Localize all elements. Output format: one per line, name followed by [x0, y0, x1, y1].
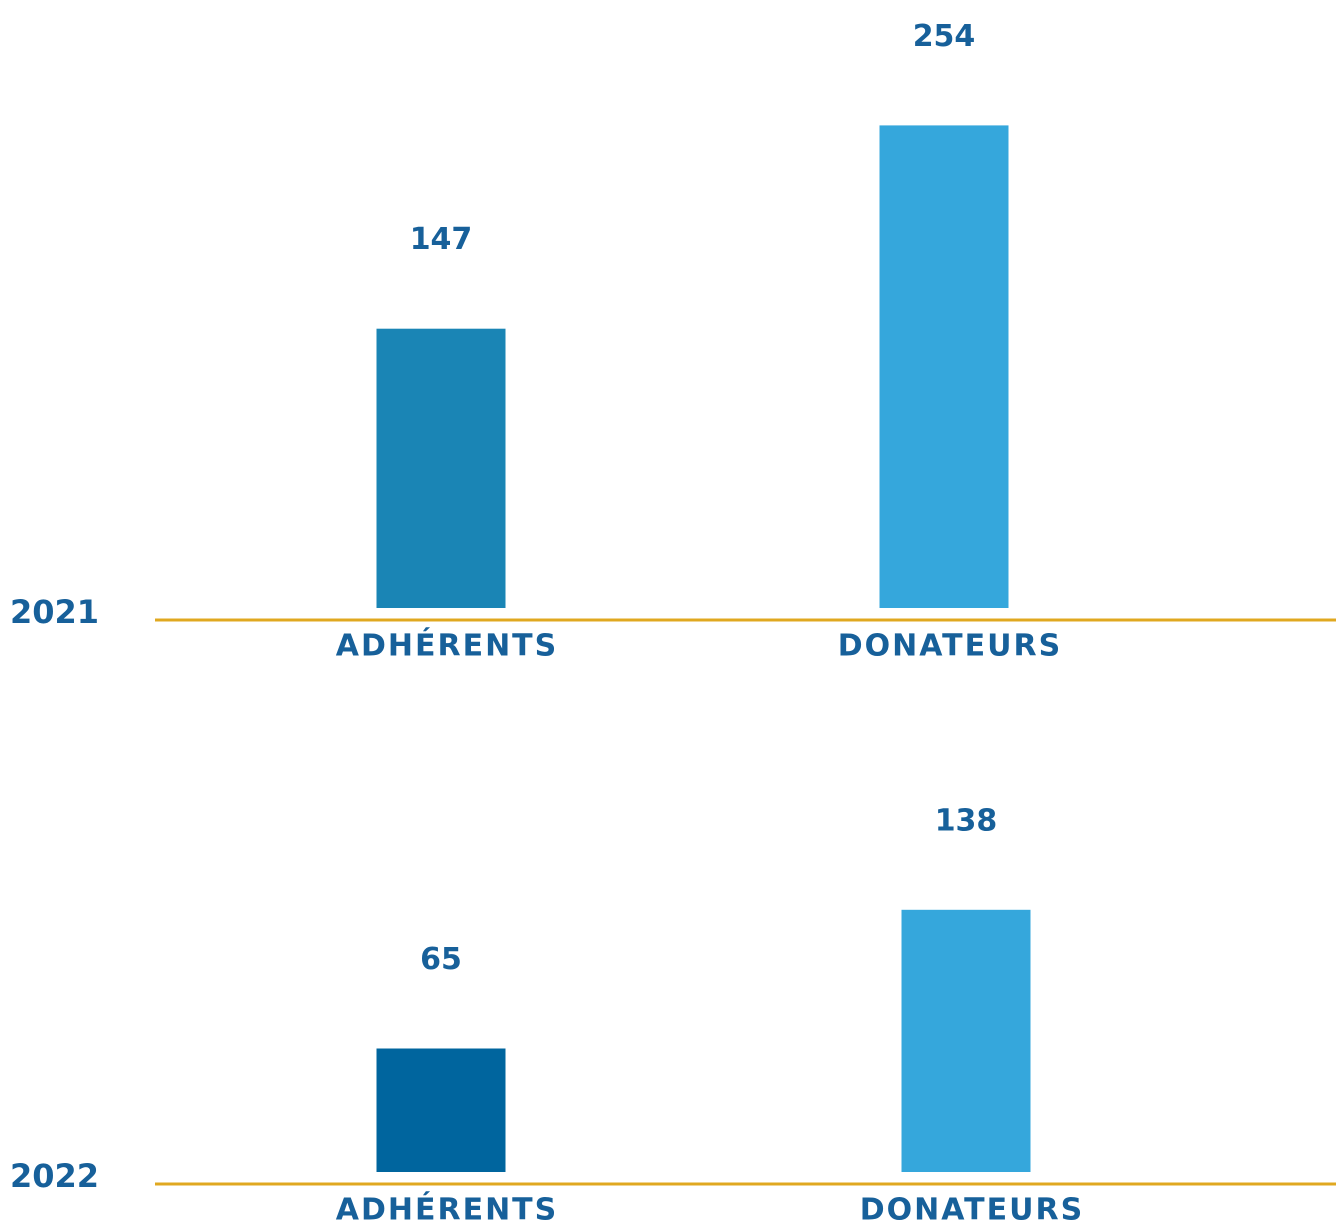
category-label: ADHÉRENTS: [336, 628, 559, 664]
year-label: 2022: [10, 1157, 99, 1195]
value-label: 138: [935, 803, 998, 838]
bar: [376, 1048, 506, 1172]
bar: [376, 328, 506, 608]
year-label: 2021: [10, 593, 99, 631]
bar: [879, 125, 1009, 609]
value-label: 65: [420, 942, 462, 977]
category-label: DONATEURS: [860, 1193, 1084, 1224]
bar: [901, 909, 1031, 1172]
value-label: 147: [410, 222, 473, 257]
category-label: ADHÉRENTS: [336, 1192, 559, 1224]
value-label: 254: [913, 19, 976, 54]
category-label: DONATEURS: [838, 629, 1062, 664]
